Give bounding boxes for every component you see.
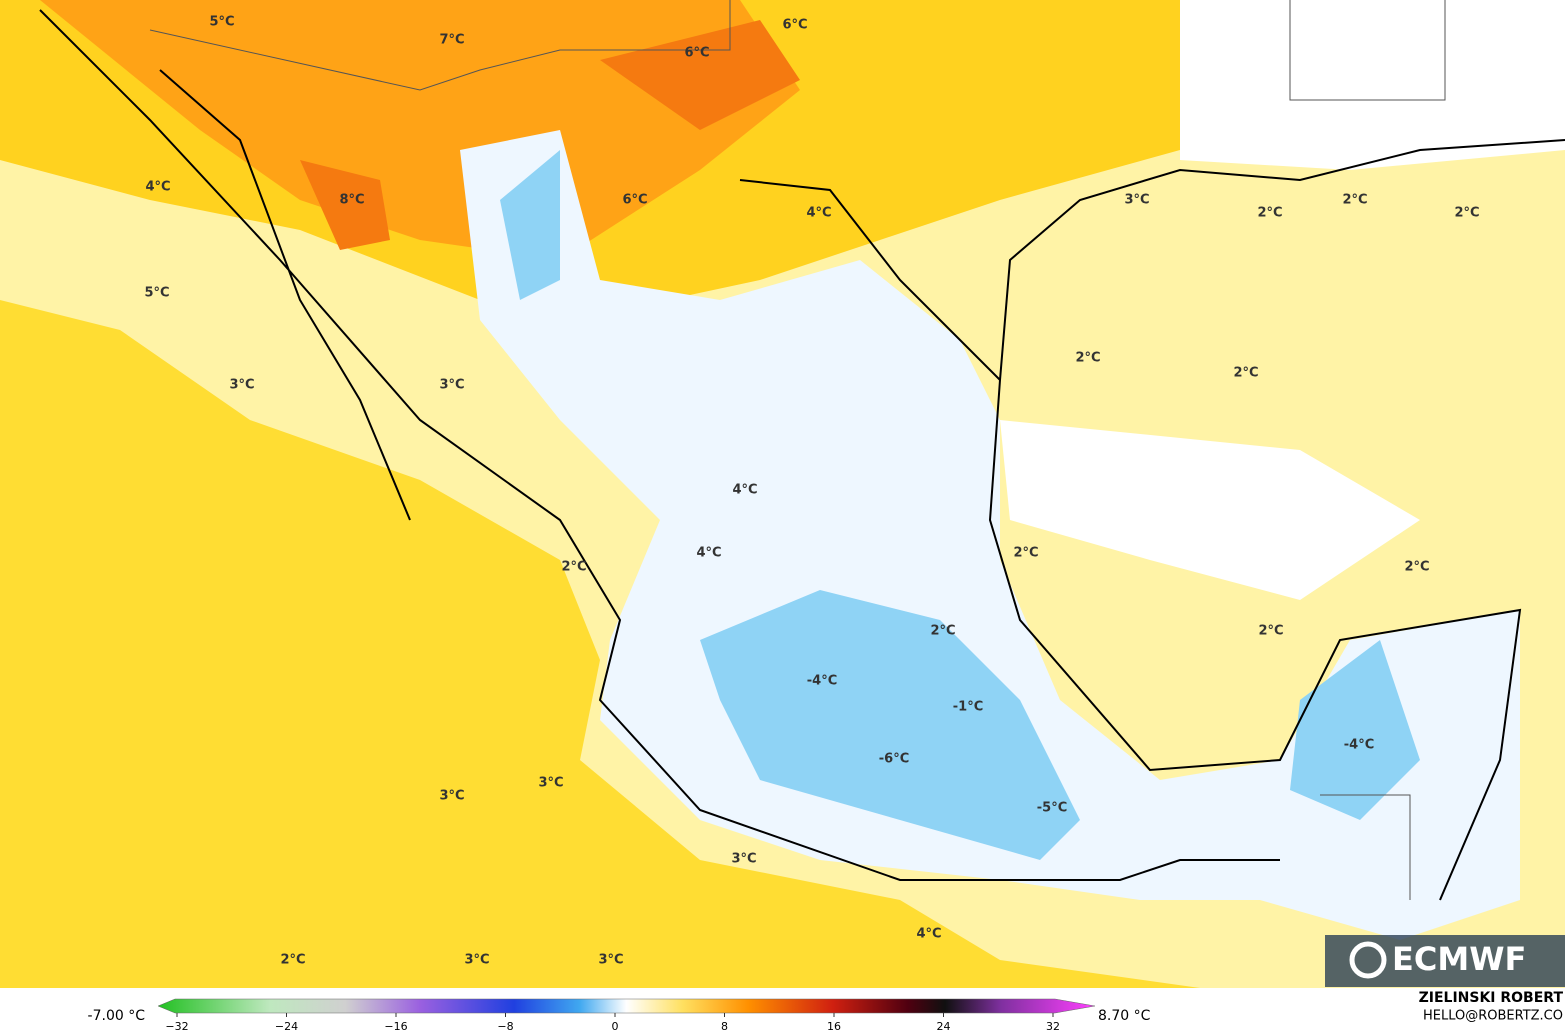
coastline xyxy=(39,9,1565,901)
contour-label: 2°C xyxy=(1404,560,1429,575)
contour-label: 8°C xyxy=(339,193,364,208)
contour-label: -5°C xyxy=(1037,801,1067,816)
contour-labels: 5°C 7°C 6°C 6°C 4°C 8°C 6°C 4°C 3°C 2°C 2°C 2°C 5°C 3… xyxy=(144,15,1479,968)
contour-label: 3°C xyxy=(731,852,756,867)
contour-label: 3°C xyxy=(439,789,464,804)
colorbar-tick-label: 16 xyxy=(827,1020,841,1033)
contour-label: -4°C xyxy=(807,674,837,689)
contour-label: 3°C xyxy=(439,378,464,393)
contour-label: 3°C xyxy=(229,378,254,393)
contour-label: 5°C xyxy=(209,15,234,30)
contour-label: 2°C xyxy=(930,624,955,639)
colorbar-tick-label: −24 xyxy=(275,1020,298,1033)
colorbar-tick-label: −16 xyxy=(384,1020,407,1033)
contour-label: 3°C xyxy=(538,776,563,791)
contour-label: 2°C xyxy=(1233,366,1258,381)
contour-label: 2°C xyxy=(1342,193,1367,208)
contour-label: 4°C xyxy=(806,206,831,221)
contour-label: 6°C xyxy=(782,18,807,33)
colorbar xyxy=(157,998,1096,1014)
contour-label: 2°C xyxy=(1013,546,1038,561)
contour-label: 4°C xyxy=(696,546,721,561)
max-label: 8.70 °C xyxy=(1098,1008,1151,1024)
contour-label: -4°C xyxy=(1344,738,1374,753)
colorbar-tick-label: −32 xyxy=(165,1020,188,1033)
contour-label: -6°C xyxy=(879,752,909,767)
contour-label: 4°C xyxy=(916,927,941,942)
contour-label: 3°C xyxy=(1124,193,1149,208)
contour-label: 3°C xyxy=(598,953,623,968)
cool-northeast xyxy=(1180,0,1565,170)
map-area: 5°C 7°C 6°C 6°C 4°C 8°C 6°C 4°C 3°C 2°C 2°C 2°C 5°C 3… xyxy=(0,0,1565,988)
contour-label: 5°C xyxy=(144,286,169,301)
borders xyxy=(149,0,1446,900)
contour-label: -1°C xyxy=(953,700,983,715)
colorbar-tick-label: −8 xyxy=(497,1020,513,1033)
author: ZIELINSKI ROBERT xyxy=(1419,990,1564,1006)
contour-label: 7°C xyxy=(439,33,464,48)
contour-label: 2°C xyxy=(280,953,305,968)
contour-label: 2°C xyxy=(561,560,586,575)
colorbar-tick-label: 24 xyxy=(937,1020,951,1033)
colorbar-tick-label: 32 xyxy=(1046,1020,1060,1033)
colorbar-tick-label: 0 xyxy=(612,1020,619,1033)
warm-pacific xyxy=(0,300,1200,988)
contour-label: 2°C xyxy=(1258,624,1283,639)
cool-mexico xyxy=(460,130,1520,940)
contour-label: 2°C xyxy=(1454,206,1479,221)
contour-label: 2°C xyxy=(1075,351,1100,366)
contour-label: 6°C xyxy=(622,193,647,208)
logo-text: ECMWF xyxy=(1392,940,1526,978)
email: HELLO@ROBERTZ.CO xyxy=(1423,1009,1563,1024)
colorbar-tick-label: 8 xyxy=(721,1020,728,1033)
min-label: -7.00 °C xyxy=(88,1008,146,1024)
colorbar-ticks: −32 −24 −16 −8 0 8 16 24 32 xyxy=(165,1013,1060,1033)
contour-label: 4°C xyxy=(145,180,170,195)
hot-core xyxy=(300,20,800,250)
logo-icon xyxy=(1349,941,1387,979)
cold-areas xyxy=(500,150,1420,860)
contour-label: 6°C xyxy=(684,46,709,61)
contour-label: 2°C xyxy=(1257,206,1282,221)
cool-gulf xyxy=(1000,420,1420,600)
logo: ECMWF xyxy=(1325,935,1565,987)
contour-label: 4°C xyxy=(732,483,757,498)
contour-label: 3°C xyxy=(464,953,489,968)
